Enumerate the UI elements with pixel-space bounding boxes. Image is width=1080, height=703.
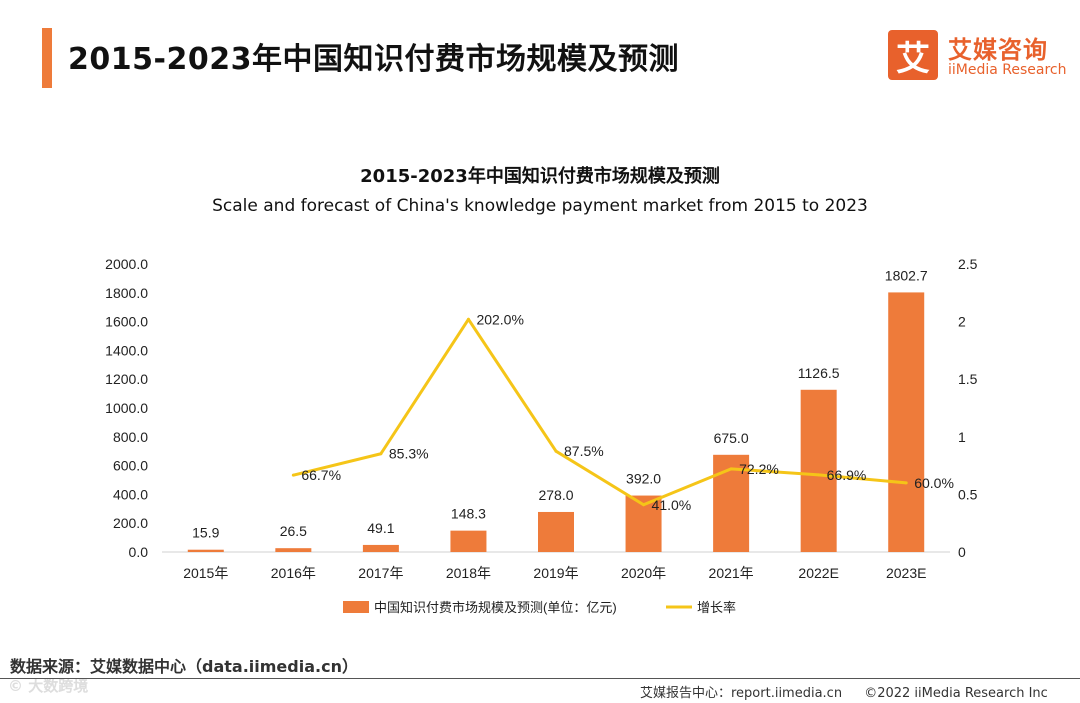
- y-right-tick-label: 2.5: [958, 256, 978, 272]
- growth-rate-line: [292, 317, 907, 507]
- footer-divider: [0, 678, 1080, 679]
- bar-value-label: 1802.7: [885, 267, 928, 283]
- footer: 艾媒报告中心：report.iimedia.cn ©2022 iiMedia R…: [640, 682, 1048, 701]
- logo-cn-text: 艾媒咨询: [948, 36, 1048, 64]
- growth-rate-point: [379, 452, 383, 456]
- bar-value-label: 1126.5: [798, 365, 840, 381]
- growth-rate-label: 41.0%: [652, 497, 692, 513]
- y-right-tick-label: 1.5: [958, 371, 978, 387]
- growth-rate-label: 85.3%: [389, 446, 429, 462]
- x-tick-label: 2021年: [709, 565, 754, 581]
- data-source: 数据来源：艾媒数据中心（data.iimedia.cn）: [10, 657, 358, 676]
- x-tick-label: 2022E: [798, 565, 838, 581]
- footer-report-link: 艾媒报告中心：report.iimedia.cn: [640, 686, 843, 701]
- bar: [800, 389, 837, 552]
- footer-copyright: ©2022 iiMedia Research Inc: [864, 686, 1048, 701]
- growth-rate-label: 202.0%: [476, 311, 523, 327]
- growth-rate-label: 87.5%: [564, 443, 604, 459]
- page-title: 2015-2023年中国知识付费市场规模及预测: [68, 42, 679, 77]
- growth-rate-point: [554, 449, 558, 453]
- growth-rate-point: [729, 467, 733, 471]
- chart-title: 2015-2023年中国知识付费市场规模及预测: [360, 166, 720, 187]
- logo-en-text: iiMedia Research: [948, 62, 1067, 78]
- x-tick-label: 2018年: [446, 565, 491, 581]
- bar-value-label: 49.1: [367, 520, 394, 536]
- growth-rate-point: [817, 473, 821, 477]
- y-left-tick-label: 1000.0: [105, 400, 148, 416]
- y-left-tick-label: 400.0: [113, 486, 148, 502]
- y-right-tick-label: 0.5: [958, 486, 978, 502]
- y-left-tick-label: 800.0: [113, 429, 148, 445]
- y-right-tick-label: 0: [958, 544, 966, 560]
- y-right-tick-label: 2: [958, 314, 966, 330]
- y-left-tick-label: 600.0: [113, 458, 148, 474]
- bar-value-label: 392.0: [626, 471, 661, 487]
- x-tick-label: 2015年: [183, 565, 228, 581]
- y-left-tick-label: 2000.0: [105, 256, 148, 272]
- title-accent-bar: [42, 28, 52, 88]
- bar-value-label: 675.0: [714, 430, 749, 446]
- bar: [362, 544, 399, 552]
- bar: [187, 549, 224, 552]
- bar: [888, 292, 925, 552]
- bar-value-label: 148.3: [451, 506, 486, 522]
- y-left-tick-label: 1800.0: [105, 285, 148, 301]
- x-tick-label: 2019年: [533, 565, 578, 581]
- y-left-tick-label: 1600.0: [105, 314, 148, 330]
- growth-rate-label: 66.9%: [827, 467, 867, 483]
- logo-mark-icon: 艾: [888, 30, 938, 80]
- x-tick-label: 2016年: [271, 565, 316, 581]
- y-left-tick-label: 0.0: [129, 544, 149, 560]
- bar-value-label: 278.0: [538, 487, 573, 503]
- bar-value-label: 26.5: [280, 523, 307, 539]
- watermark: © 大数跨境: [8, 677, 89, 695]
- x-tick-label: 2023E: [886, 565, 926, 581]
- y-left-tick-label: 1400.0: [105, 342, 148, 358]
- bar-value-label: 15.9: [192, 525, 219, 541]
- legend-line-label: 增长率: [697, 600, 736, 615]
- x-tick-label: 2017年: [358, 565, 403, 581]
- growth-rate-point: [904, 481, 908, 485]
- brand-logo: 艾 艾媒咨询 iiMedia Research: [888, 30, 1068, 84]
- y-left-tick-label: 1200.0: [105, 371, 148, 387]
- x-tick-label: 2020年: [621, 565, 666, 581]
- bar: [450, 530, 487, 552]
- growth-rate-point: [466, 317, 470, 321]
- legend-bar-label: 中国知识付费市场规模及预测(单位：亿元): [374, 600, 617, 615]
- bar: [538, 511, 574, 552]
- y-left-tick-label: 200.0: [113, 515, 148, 531]
- legend-bar-swatch: [343, 601, 369, 613]
- growth-rate-label: 60.0%: [914, 475, 954, 491]
- growth-rate-label: 72.2%: [739, 461, 779, 477]
- bar: [275, 548, 312, 552]
- growth-rate-point: [642, 503, 646, 507]
- growth-rate-label: 66.7%: [301, 467, 341, 483]
- y-right-tick-label: 1: [958, 429, 966, 445]
- chart-subtitle: Scale and forecast of China's knowledge …: [212, 196, 868, 216]
- growth-rate-point: [291, 473, 295, 477]
